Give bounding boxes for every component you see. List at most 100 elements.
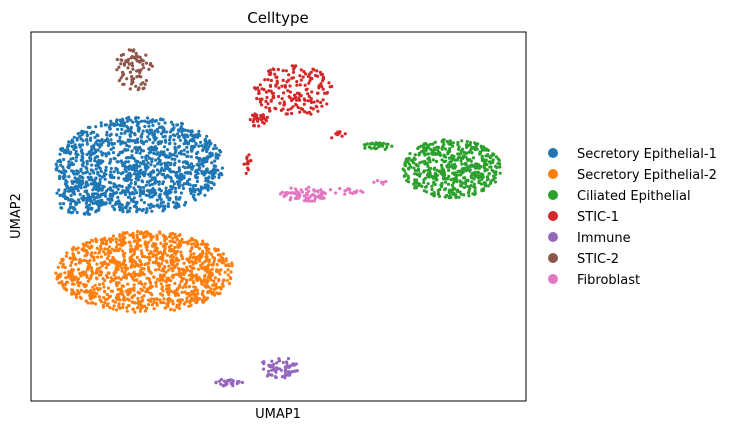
data-point [328, 85, 332, 89]
data-point [316, 190, 320, 194]
data-point [98, 287, 102, 291]
data-point [119, 292, 123, 296]
data-point [221, 284, 225, 288]
data-point [310, 199, 314, 203]
data-point [102, 296, 106, 300]
data-point [171, 260, 175, 264]
data-point [207, 263, 211, 267]
data-point [259, 114, 263, 118]
data-point [95, 195, 99, 200]
data-point [131, 307, 136, 311]
data-point [149, 297, 153, 301]
data-point [179, 250, 183, 254]
data-point [485, 168, 489, 172]
data-point [60, 280, 64, 284]
data-point [288, 364, 292, 368]
data-point [404, 164, 408, 168]
data-point [157, 267, 161, 271]
data-point [130, 64, 135, 68]
data-point [180, 122, 184, 126]
data-point [262, 88, 266, 92]
data-point [204, 298, 208, 302]
data-point [190, 130, 194, 134]
data-point [123, 193, 128, 197]
data-point [58, 193, 62, 197]
data-point [163, 121, 167, 125]
data-point [197, 275, 201, 280]
data-point [178, 240, 182, 244]
data-point [70, 260, 74, 264]
data-point [104, 123, 109, 127]
data-point [170, 249, 174, 253]
data-point [112, 170, 116, 174]
data-point [80, 271, 84, 275]
data-point [480, 175, 484, 179]
data-point [152, 307, 156, 311]
data-point [451, 144, 455, 148]
data-point [105, 137, 109, 141]
data-point [167, 268, 171, 272]
data-point [213, 143, 217, 148]
data-point [173, 281, 177, 286]
data-point [88, 172, 92, 176]
data-point [143, 163, 147, 167]
data-point [155, 297, 159, 301]
data-point [181, 285, 185, 289]
data-point [90, 269, 94, 273]
data-point [167, 286, 171, 291]
data-point [158, 196, 162, 200]
data-point [220, 173, 224, 177]
data-point [114, 265, 119, 269]
data-point [155, 303, 159, 307]
data-point [465, 157, 470, 161]
data-point [116, 127, 120, 131]
data-point [197, 132, 201, 136]
x-axis-label: UMAP1 [255, 407, 301, 422]
data-point [218, 272, 222, 276]
data-point [307, 94, 311, 99]
data-point [160, 126, 164, 130]
data-point [164, 130, 168, 134]
data-point [142, 86, 146, 90]
data-point [217, 173, 221, 177]
data-point [109, 181, 113, 185]
data-point [138, 194, 142, 198]
data-point [480, 177, 484, 182]
data-point [258, 83, 262, 87]
data-point [429, 166, 433, 170]
data-point [130, 192, 134, 196]
data-point [487, 184, 491, 188]
data-point [214, 146, 218, 150]
data-point [70, 144, 74, 149]
data-point [295, 98, 299, 102]
data-point [129, 233, 133, 237]
data-point [118, 204, 122, 208]
data-point [454, 164, 458, 168]
data-point [85, 130, 89, 134]
data-point [409, 165, 413, 169]
data-point [298, 83, 302, 87]
data-point [257, 124, 261, 128]
data-point [79, 137, 83, 141]
data-point [191, 189, 195, 193]
data-point [141, 62, 145, 67]
data-point [88, 178, 92, 182]
data-point [426, 164, 430, 168]
data-point [116, 187, 120, 191]
data-point [277, 86, 281, 90]
data-point [433, 140, 437, 144]
data-point [101, 261, 105, 265]
data-point [124, 124, 129, 128]
data-point [86, 279, 90, 283]
series-secretory-epithelial-2 [54, 229, 234, 314]
data-point [60, 258, 64, 262]
data-point [70, 139, 74, 143]
data-point [122, 235, 126, 240]
data-point [161, 289, 165, 293]
data-point [115, 57, 119, 62]
data-point [99, 272, 103, 277]
data-point [167, 264, 171, 268]
data-point [220, 166, 224, 170]
data-point [90, 238, 94, 242]
data-point [86, 197, 91, 201]
